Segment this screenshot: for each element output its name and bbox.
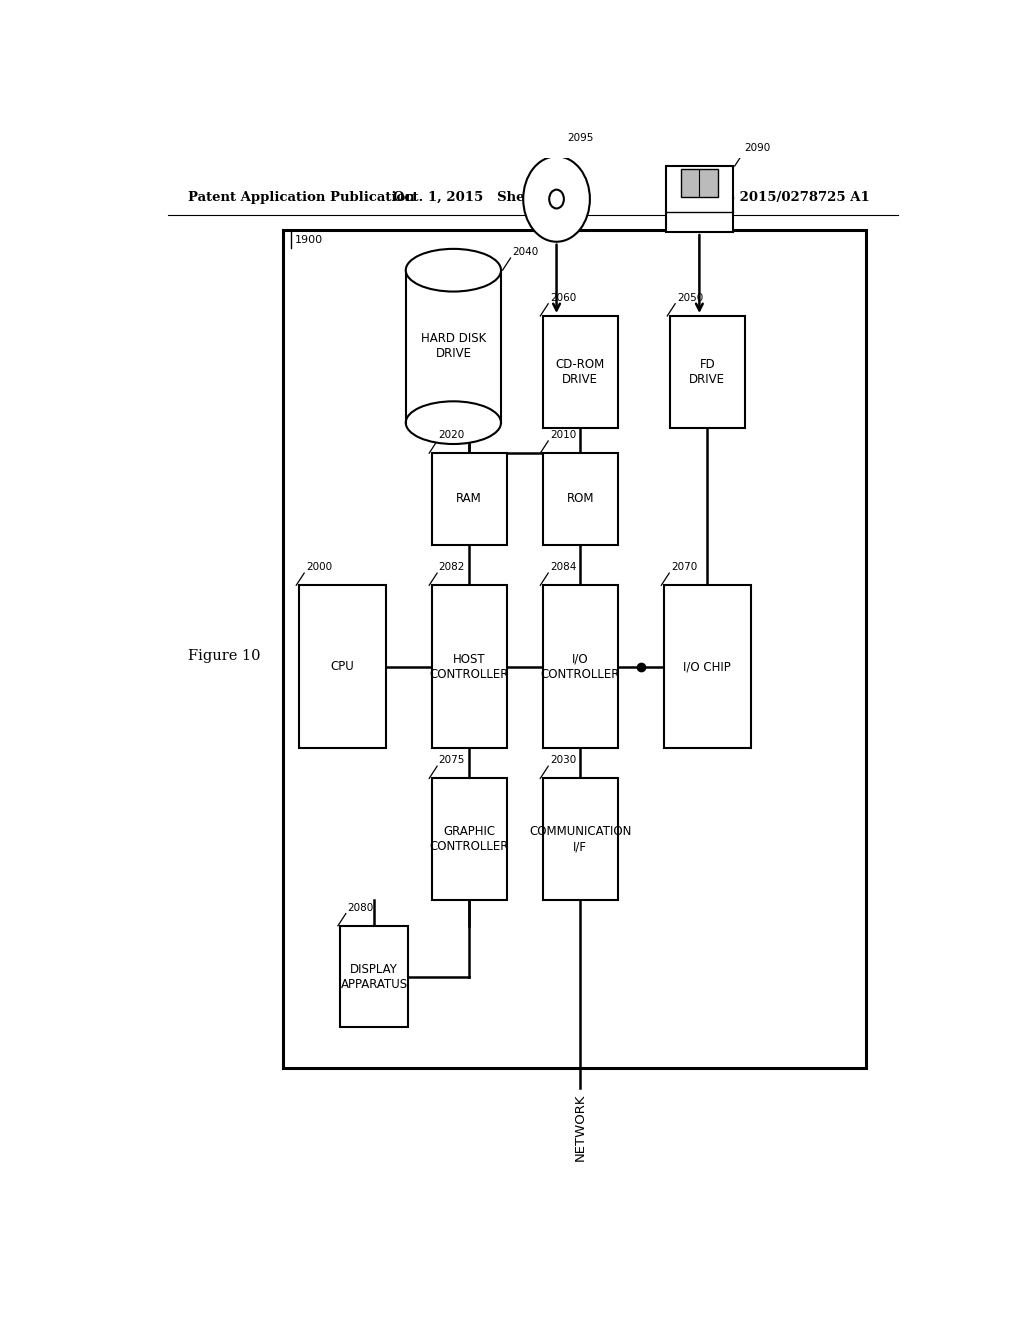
Text: HARD DISK
DRIVE: HARD DISK DRIVE	[421, 333, 486, 360]
Text: CPU: CPU	[331, 660, 354, 673]
Text: 2082: 2082	[438, 562, 465, 572]
Text: 2060: 2060	[550, 293, 577, 302]
Text: RAM: RAM	[457, 492, 482, 506]
Text: NETWORK: NETWORK	[573, 1093, 587, 1162]
Text: 2090: 2090	[744, 143, 770, 153]
Text: Oct. 1, 2015   Sheet 8 of 8: Oct. 1, 2015 Sheet 8 of 8	[393, 190, 586, 203]
Bar	[664, 585, 751, 748]
Text: 2080: 2080	[347, 903, 374, 912]
Text: HOST
CONTROLLER: HOST CONTROLLER	[429, 652, 509, 681]
Text: 2040: 2040	[512, 247, 539, 257]
Ellipse shape	[406, 249, 501, 292]
Ellipse shape	[406, 401, 501, 444]
Text: 2070: 2070	[671, 562, 697, 572]
Text: COMMUNICATION
I/F: COMMUNICATION I/F	[529, 825, 632, 854]
Text: DISPLAY
APPARATUS: DISPLAY APPARATUS	[340, 962, 408, 990]
Text: GRAPHIC
CONTROLLER: GRAPHIC CONTROLLER	[429, 825, 509, 854]
Text: US 2015/0278725 A1: US 2015/0278725 A1	[715, 190, 870, 203]
Bar	[543, 315, 618, 428]
Circle shape	[523, 156, 590, 242]
Bar	[543, 779, 618, 900]
Bar	[406, 271, 501, 422]
Bar	[340, 925, 408, 1027]
Text: 2030: 2030	[550, 755, 577, 766]
Bar	[299, 585, 386, 748]
Text: I/O
CONTROLLER: I/O CONTROLLER	[541, 652, 621, 681]
Text: FD
DRIVE: FD DRIVE	[689, 358, 725, 385]
Text: 2075: 2075	[438, 755, 465, 766]
Bar	[283, 230, 866, 1068]
Text: 2020: 2020	[438, 430, 465, 440]
Bar	[543, 585, 618, 748]
Circle shape	[549, 190, 564, 209]
Text: 2010: 2010	[550, 430, 577, 440]
Text: CD-ROM
DRIVE: CD-ROM DRIVE	[556, 358, 605, 385]
Text: Figure 10: Figure 10	[187, 649, 260, 664]
Text: Patent Application Publication: Patent Application Publication	[187, 190, 415, 203]
Text: 2084: 2084	[550, 562, 577, 572]
Text: 2050: 2050	[677, 293, 703, 302]
Text: 1900: 1900	[295, 235, 323, 244]
Bar	[431, 453, 507, 545]
Bar	[543, 453, 618, 545]
Text: I/O CHIP: I/O CHIP	[683, 660, 731, 673]
Bar	[431, 779, 507, 900]
Text: ROM: ROM	[566, 492, 594, 506]
Bar	[431, 585, 507, 748]
Bar	[666, 166, 733, 232]
Text: 2000: 2000	[306, 562, 332, 572]
Bar	[681, 169, 718, 197]
Bar	[670, 315, 745, 428]
Text: 2095: 2095	[567, 133, 594, 143]
